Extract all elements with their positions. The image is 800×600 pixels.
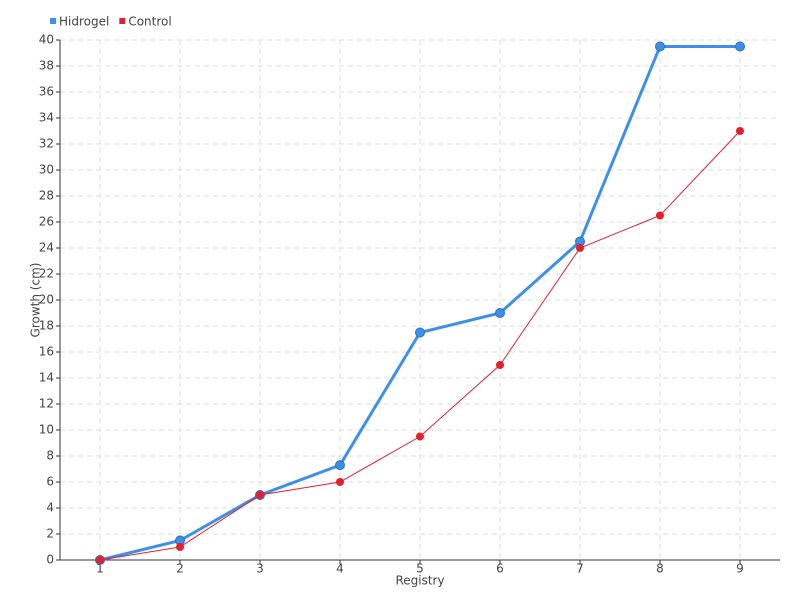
data-point: [96, 556, 104, 564]
y-tick-label: 8: [46, 449, 54, 463]
data-point: [655, 41, 665, 52]
x-tick-label: 9: [736, 562, 744, 576]
y-tick-label: 10: [39, 423, 54, 437]
data-point: [336, 478, 344, 486]
data-point: [416, 432, 424, 441]
x-tick-label: 1: [96, 562, 104, 576]
data-point: [495, 308, 505, 318]
y-tick-label: 20: [39, 293, 54, 307]
y-tick-label: 24: [39, 241, 54, 255]
y-tick-label: 12: [39, 397, 54, 411]
y-tick-label: 38: [39, 59, 54, 73]
data-point: [656, 211, 664, 220]
x-tick-label: 8: [656, 562, 664, 576]
data-point: [736, 127, 744, 135]
y-tick-label: 4: [46, 501, 54, 515]
y-tick-label: 16: [39, 345, 54, 359]
x-tick-label: 2: [176, 562, 184, 576]
y-tick-label: 2: [46, 527, 54, 541]
data-point: [496, 361, 504, 369]
y-tick-label: 18: [39, 319, 54, 333]
y-tick-label: 34: [39, 111, 54, 125]
y-tick-label: 28: [39, 189, 54, 203]
y-tick-label: 36: [39, 85, 54, 99]
y-tick-label: 26: [39, 215, 54, 229]
data-point: [335, 460, 345, 471]
data-point: [735, 41, 745, 52]
legend-swatch: [50, 18, 56, 24]
x-tick-label: 4: [336, 562, 344, 576]
y-axis-label: Growth (cm): [29, 263, 43, 338]
data-point: [256, 491, 264, 499]
y-tick-label: 40: [39, 33, 54, 47]
legend-label: Hidrogel: [59, 15, 109, 29]
x-tick-label: 3: [256, 562, 264, 576]
y-tick-label: 22: [39, 267, 54, 281]
y-tick-label: 6: [46, 475, 54, 489]
x-axis-label: Registry: [395, 574, 444, 588]
x-tick-label: 6: [496, 562, 504, 576]
x-tick-label: 5: [416, 562, 424, 576]
y-tick-label: 30: [39, 163, 54, 177]
legend-swatch: [119, 18, 126, 24]
y-tick-label: 14: [39, 371, 54, 385]
legend-label: Control: [128, 15, 171, 29]
data-point: [576, 244, 584, 252]
y-tick-label: 0: [46, 553, 54, 567]
y-tick-label: 32: [39, 137, 54, 151]
x-tick-label: 7: [576, 562, 584, 576]
data-point: [415, 327, 425, 338]
data-point: [176, 543, 184, 551]
